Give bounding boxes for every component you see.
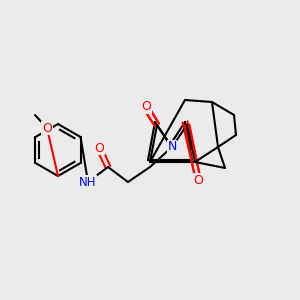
Text: NH: NH [79,176,97,188]
Text: O: O [94,142,104,154]
Text: O: O [42,122,52,134]
Text: O: O [141,100,151,113]
Text: N: N [167,140,177,154]
Text: O: O [193,173,203,187]
